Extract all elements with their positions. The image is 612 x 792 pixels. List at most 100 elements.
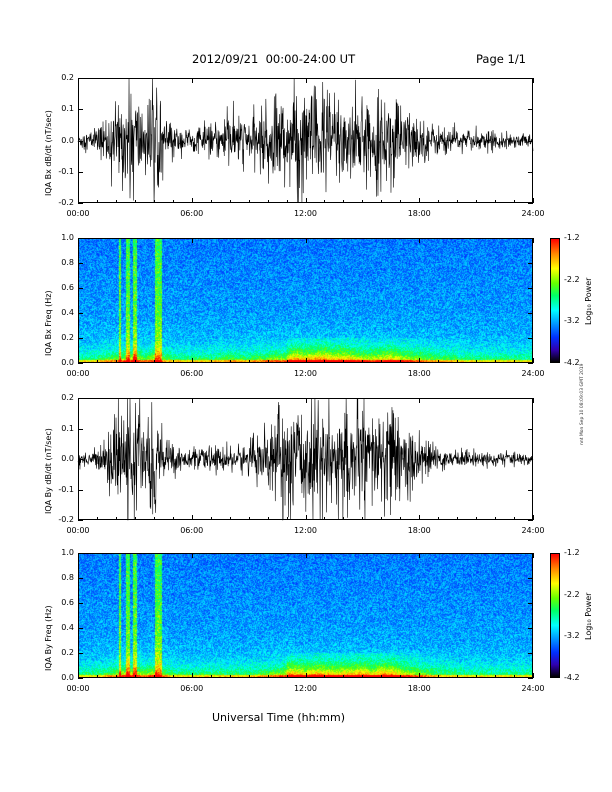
y-tick-right (528, 238, 533, 239)
x-minor-tick (286, 675, 288, 678)
y-tick-right (528, 520, 533, 521)
y-tick-right (528, 489, 533, 491)
y-tick (78, 520, 83, 521)
colorbar-tick-label: -2.2 (564, 589, 580, 599)
x-minor-tick (286, 360, 288, 363)
x-tick-top (305, 553, 307, 558)
y-tick-right (528, 398, 533, 399)
x-minor-tick (153, 200, 155, 203)
x-minor-tick (153, 517, 155, 520)
y-tick (78, 653, 83, 654)
y-tick-label: 0.2 (61, 648, 74, 657)
y-tick-right (528, 109, 533, 111)
x-tick (191, 515, 193, 520)
x-minor-tick (248, 360, 250, 363)
x-minor-tick (248, 200, 250, 203)
x-minor-tick (115, 675, 117, 678)
y-tick-right (528, 263, 533, 264)
x-minor-tick (400, 360, 402, 363)
y-tick (78, 288, 83, 289)
x-minor-tick (153, 675, 155, 678)
x-minor-tick (514, 517, 516, 520)
x-tick-top (419, 238, 421, 243)
x-tick-top (305, 78, 307, 83)
y-tick-right (528, 363, 533, 364)
colorbar-tick-label: -4.2 (564, 358, 580, 367)
y-tick-label: -0.1 (58, 484, 74, 494)
y-tick-label: 0.8 (61, 258, 74, 267)
x-tick-top (191, 238, 193, 243)
y-tick-label: -0.2 (58, 198, 74, 207)
x-minor-tick (514, 360, 516, 363)
x-minor-tick (381, 517, 383, 520)
x-minor-tick (115, 200, 117, 203)
x-minor-tick (476, 675, 478, 678)
x-minor-tick (324, 360, 326, 363)
x-minor-tick (210, 360, 212, 363)
x-minor-tick (134, 200, 136, 203)
x-minor-tick (362, 200, 364, 203)
y-tick (78, 171, 83, 173)
x-tick (191, 358, 193, 363)
y-tick-right (528, 338, 533, 339)
colorbar-tick-label: -1.2 (564, 233, 580, 242)
x-minor-tick (115, 517, 117, 520)
x-minor-tick (457, 675, 459, 678)
y-tick (78, 78, 83, 79)
x-minor-tick (343, 200, 345, 203)
x-tick-label: 24:00 (521, 684, 545, 693)
colorbar-tick-label: -1.2 (564, 548, 580, 557)
x-minor-tick (115, 360, 117, 363)
y-tick-right (528, 653, 533, 654)
x-minor-tick (172, 517, 174, 520)
colorbar-tick-label: -2.2 (564, 274, 580, 284)
y-tick-right (528, 140, 533, 142)
x-tick (191, 673, 193, 678)
x-tick-label: 00:00 (66, 526, 90, 535)
x-tick-label: 00:00 (66, 684, 90, 693)
y-axis-label-2: IQA By dB/dt (nT/sec) (44, 428, 53, 514)
x-minor-tick (457, 517, 459, 520)
y-tick (78, 109, 83, 111)
y-tick-label: 0.4 (61, 308, 74, 317)
x-minor-tick (438, 517, 440, 520)
x-minor-tick (362, 675, 364, 678)
x-minor-tick (134, 360, 136, 363)
x-tick-top (533, 553, 534, 558)
y-tick-right (528, 578, 533, 579)
y-tick (78, 338, 83, 339)
y-tick-right (528, 313, 533, 314)
y-tick-label: 0.0 (61, 358, 74, 367)
x-minor-tick (400, 517, 402, 520)
x-tick (419, 358, 421, 363)
x-minor-tick (343, 360, 345, 363)
y-tick (78, 628, 83, 629)
x-minor-tick (210, 200, 212, 203)
x-minor-tick (438, 360, 440, 363)
y-tick-label: 0.2 (61, 393, 74, 402)
y-tick-label: 0.0 (61, 135, 74, 145)
x-minor-tick (210, 675, 212, 678)
x-minor-tick (324, 675, 326, 678)
colorbar-tick-label: -3.2 (564, 316, 580, 326)
y-tick-label: 0.1 (61, 423, 74, 433)
x-minor-tick (229, 200, 231, 203)
x-tick-label: 06:00 (180, 526, 204, 535)
x-tick (78, 515, 79, 520)
x-minor-tick (514, 675, 516, 678)
x-tick-label: 24:00 (521, 369, 545, 378)
x-tick-label: 00:00 (66, 209, 90, 218)
y-tick (78, 578, 83, 579)
x-minor-tick (476, 360, 478, 363)
colorbar-3 (550, 553, 560, 678)
x-minor-tick (267, 675, 269, 678)
x-tick-top (305, 398, 307, 403)
x-tick (533, 358, 534, 363)
x-minor-tick (514, 200, 516, 203)
x-minor-tick (210, 517, 212, 520)
x-minor-tick (172, 360, 174, 363)
y-tick (78, 428, 83, 430)
y-tick-label: 1.0 (61, 233, 74, 242)
x-minor-tick (381, 360, 383, 363)
y-tick-label: 0.0 (61, 454, 74, 463)
